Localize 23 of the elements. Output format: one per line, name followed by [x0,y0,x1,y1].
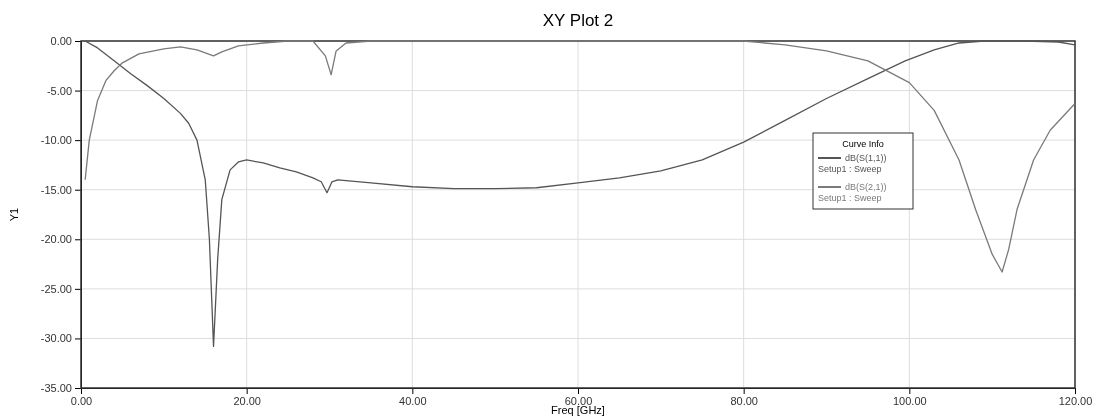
x-tick-label: 100.00 [893,394,927,407]
x-tick-label: 120.00 [1058,394,1093,407]
x-tick-label: 20.00 [233,394,261,407]
y-tick-label: -10.00 [40,134,72,147]
line-series [84,40,1076,348]
legend-label: dB(S(2,1)) Setup1 : Sweep [818,182,887,203]
y-tick-label: -20.00 [40,233,72,246]
line-series [84,40,1076,273]
x-tick-label: 60.00 [564,394,593,407]
y-axis-title: Y1 [8,207,20,222]
legend-label: dB(S(1,1)) Setup1 : Sweep [818,153,887,174]
y-tick-label: -30.00 [40,332,72,345]
x-tick-label: 0.00 [70,394,93,407]
chart-title: XY Plot 2 [542,11,614,30]
x-tick-label: 40.00 [399,394,427,407]
y-tick-label: -15.00 [40,183,72,196]
y-tick-label: -25.00 [40,282,72,295]
y-tick-label: -5.00 [46,84,72,97]
x-axis-title: Freq [GHz] [551,404,605,416]
legend-title: Curve Info [842,139,884,149]
y-tick-label: -35.00 [40,382,72,395]
y-tick-label: 0.00 [50,35,72,48]
x-tick-label: 80.00 [730,394,758,407]
